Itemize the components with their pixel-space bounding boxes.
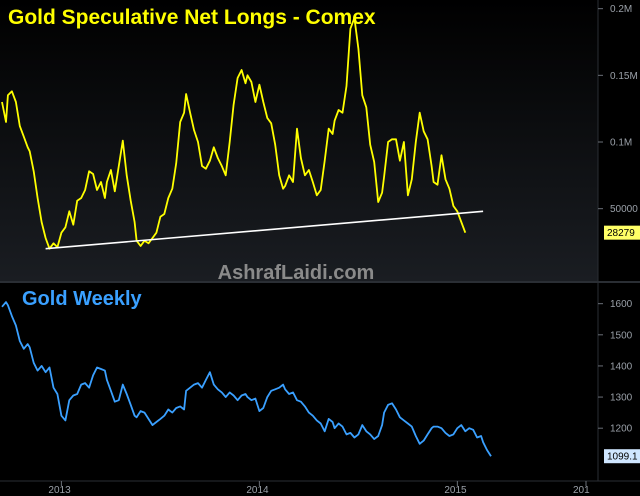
bottom-last-value-marker: 1099.1 bbox=[604, 449, 640, 464]
top-y-tick-label: 0.1M bbox=[610, 138, 632, 149]
speculative-trendline bbox=[45, 210, 484, 250]
top-last-value-label: 28279 bbox=[607, 228, 635, 239]
top-y-tick-label: 50000 bbox=[610, 204, 638, 215]
top-y-tick-label: 0.2M bbox=[610, 4, 632, 15]
bottom-chart-title: Gold Weekly bbox=[22, 288, 143, 310]
speculative-series-line bbox=[1, 17, 467, 250]
top-y-tick-label: 0.15M bbox=[610, 71, 638, 82]
bottom-y-tick-label: 1500 bbox=[610, 330, 633, 341]
x-tick-label: 2014 bbox=[246, 485, 269, 496]
x-tick-label: 2015 bbox=[444, 485, 467, 496]
bottom-y-tick-label: 1400 bbox=[610, 361, 633, 372]
gold-weekly-plot bbox=[1, 301, 492, 457]
bottom-last-value-label: 1099.1 bbox=[607, 452, 638, 463]
x-tick-label: 201 bbox=[573, 485, 590, 496]
x-axis: 2013 2014 2015 201 bbox=[48, 481, 590, 496]
gold-series-line bbox=[1, 301, 492, 457]
bottom-y-tick-label: 1300 bbox=[610, 393, 633, 404]
x-tick-label: 2013 bbox=[48, 485, 71, 496]
bottom-y-tick-label: 1600 bbox=[610, 299, 633, 310]
top-last-value-marker: 28279 bbox=[604, 225, 640, 240]
top-last-value-box bbox=[604, 225, 640, 240]
bottom-panel-background bbox=[0, 283, 598, 481]
bottom-y-tick-label: 1200 bbox=[610, 424, 633, 435]
speculative-net-longs-plot bbox=[1, 17, 484, 250]
watermark: AshrafLaidi.com bbox=[218, 262, 375, 284]
bottom-last-value-box bbox=[604, 449, 640, 464]
bottom-y-axis: 1600 1500 1400 1300 1200 bbox=[598, 299, 633, 435]
top-y-axis: 0.2M 0.15M 0.1M 50000 bbox=[598, 4, 638, 215]
top-chart-title: Gold Speculative Net Longs - Comex bbox=[8, 6, 376, 29]
